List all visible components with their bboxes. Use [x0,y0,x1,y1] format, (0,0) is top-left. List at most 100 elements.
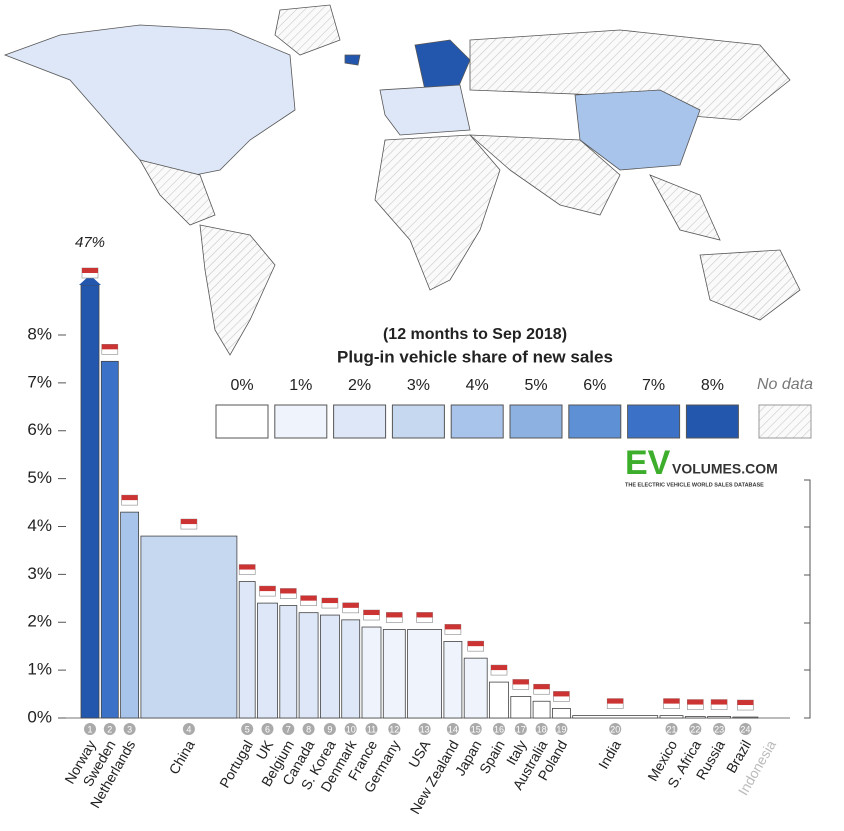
flag-band [321,598,338,604]
rank-badge [713,723,726,735]
rank-label: 11 [367,724,376,734]
rank-badge [469,723,482,735]
y-tick-label: 3% [27,564,52,583]
rank-badge [739,723,752,735]
legend-swatch [568,404,622,439]
rank-badge [302,723,315,735]
rank-label: 9 [327,724,332,734]
legend-label: 0% [230,377,253,394]
bar [341,619,361,719]
rank-badge [418,723,431,735]
legend-subtitle: (12 months to Sep 2018) [383,326,567,343]
flag-band [737,700,754,706]
flag-band [467,641,484,647]
bar [732,716,759,719]
rank-badge [609,723,622,735]
legend-swatch [685,404,739,439]
bar [298,612,319,719]
rank-badge [323,723,336,735]
bar [707,716,731,719]
legend-swatch [509,404,563,439]
legend-label: 2% [348,377,371,394]
legend-swatch [758,404,812,439]
x-tick-label: Spain [476,737,508,776]
legend-label: 8% [701,377,724,394]
bar [238,581,256,719]
rank-label: 12 [389,724,399,734]
flag-band [121,495,138,501]
flag-band [663,698,680,704]
legend-title: Plug-in vehicle share of new sales [337,347,613,366]
rank-label: 5 [245,724,250,734]
x-tick-label: China [166,737,198,777]
rank-label: 7 [286,724,291,734]
flag-band [491,665,507,671]
legend-swatch [215,404,269,439]
logo: EV VOLUMES.COM THE ELECTRIC VEHICLE WORL… [625,444,778,488]
legend-swatch [391,404,445,439]
flag-band [180,519,197,525]
flag-band [711,699,728,705]
flag-band [300,595,317,601]
logo-name: VOLUMES.COM [672,461,778,477]
flag-band [416,612,433,618]
rank-label: 24 [740,724,750,734]
rank-badge [689,723,702,735]
bar [659,715,684,719]
rank-label: 1 [87,724,92,734]
rank-label: 23 [714,724,724,734]
legend-label: 3% [407,377,430,394]
flag-band [553,691,570,697]
rank-badge [514,723,527,735]
rank-badge [282,723,295,735]
rank-label: 21 [666,724,676,734]
x-tick-label: India [595,737,624,771]
legend-label: No data [757,376,813,393]
y-tick-label: 8% [27,324,52,343]
rank-label: 17 [516,724,526,734]
rank-badge [261,723,274,735]
logo-tagline: THE ELECTRIC VEHICLE WORLD SALES DATABAS… [625,482,764,488]
rank-label: 20 [610,724,620,734]
bar [510,696,532,719]
bar [382,629,406,719]
bar [443,641,463,719]
rank-badge [446,723,459,735]
bar [684,716,706,719]
rank-badge [388,723,401,735]
legend-label: 5% [524,377,547,394]
y-tick-label: 6% [27,420,52,439]
rank-badge [665,723,678,735]
bar [319,614,340,719]
x-tick-label: USA [405,737,434,771]
rank-badge [365,723,378,735]
bar [120,511,139,719]
y-tick-label: 4% [27,516,52,535]
legend-swatch [333,404,387,439]
legend-label: 6% [583,377,606,394]
rank-badge [241,723,254,735]
bar [100,360,119,719]
legend-swatch [450,404,504,439]
rank-label: 8 [306,724,311,734]
bar [407,629,443,719]
rank-badge [84,723,96,735]
y-tick-label: 2% [27,612,52,631]
flag-band [239,564,256,570]
flag-band [444,624,461,630]
rank-label: 19 [556,724,566,734]
bar [140,535,238,719]
rank-label: 4 [186,724,191,734]
flag-band [687,699,704,705]
y-tick-label: 1% [27,660,52,679]
bar [463,657,488,719]
rank-badge [103,723,116,735]
rank-label: 15 [471,724,481,734]
bar [361,626,382,719]
world-map [3,4,801,356]
flag-band [101,344,118,350]
legend-label: 1% [289,377,312,394]
rank-badge [535,723,548,735]
flag-band [363,610,380,616]
